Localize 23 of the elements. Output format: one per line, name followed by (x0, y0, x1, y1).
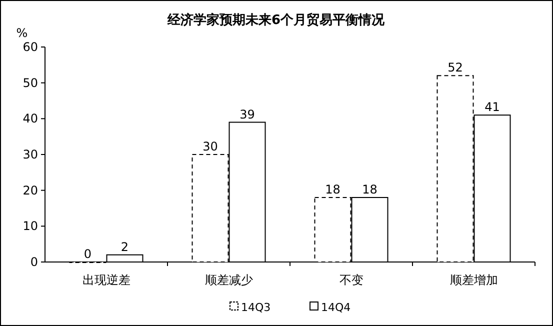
x-tick-label: 出现逆差 (82, 273, 130, 287)
legend-label: 14Q4 (321, 301, 351, 314)
data-label: 41 (484, 100, 500, 114)
chart-title: 经济学家预期未来6个月贸易平衡情况 (166, 12, 386, 28)
y-tick-label: 40 (22, 112, 38, 126)
y-tick-label: 50 (22, 76, 38, 90)
legend-label: 14Q3 (241, 301, 271, 314)
data-label: 52 (448, 60, 463, 75)
data-label: 18 (362, 182, 378, 196)
x-tick-label: 不变 (339, 273, 364, 287)
x-tick-label: 顺差增加 (450, 273, 498, 287)
y-tick-label: 30 (22, 148, 38, 162)
y-axis-title: % (16, 26, 28, 40)
x-tick-label: 顺差减少 (204, 273, 253, 287)
y-tick-label: 10 (22, 219, 38, 234)
y-tick-label: 0 (30, 255, 38, 269)
data-label: 18 (325, 182, 340, 196)
data-label: 39 (240, 107, 255, 122)
y-tick-label: 60 (22, 40, 38, 54)
y-tick-label: 20 (22, 183, 38, 198)
data-label: 2 (120, 240, 129, 254)
data-label: 0 (84, 247, 92, 261)
data-label: 30 (202, 140, 218, 154)
